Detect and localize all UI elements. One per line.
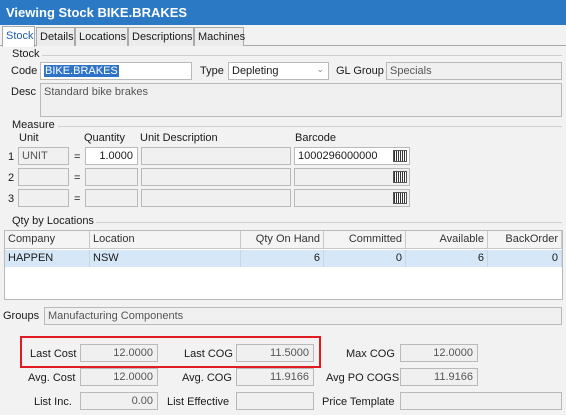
unit-description-field[interactable] xyxy=(141,147,291,165)
qty-divider xyxy=(96,222,562,223)
equals-sign: = xyxy=(74,193,81,205)
cell-backorder[interactable]: 0 xyxy=(488,250,562,267)
barcode-value: 1000296000000 xyxy=(298,150,378,162)
list-effective-label: List Effective xyxy=(167,396,230,408)
code-value: BIKE.BRAKES xyxy=(44,65,119,77)
desc-label: Desc xyxy=(11,86,37,98)
barcode-field[interactable] xyxy=(294,189,410,207)
tab-strip: Stock Details Locations Descriptions Mac… xyxy=(0,26,566,47)
last-cost-label: Last Cost xyxy=(30,348,77,360)
quantity-field[interactable]: 1.0000 xyxy=(85,147,138,165)
chevron-down-icon: ⌄ xyxy=(316,64,324,74)
avg-cog-label: Avg. COG xyxy=(182,372,232,384)
unit-description-field[interactable] xyxy=(141,189,291,207)
equals-sign: = xyxy=(74,151,81,163)
tab-locations[interactable]: Locations xyxy=(75,27,128,46)
highlight-box xyxy=(20,336,321,368)
cell-qty-on-hand[interactable]: 6 xyxy=(241,250,324,267)
column-header-qty-on-hand[interactable]: Qty On Hand xyxy=(241,231,324,249)
unit-description-field[interactable] xyxy=(141,168,291,186)
unit-header: Unit xyxy=(19,132,39,144)
desc-field[interactable]: Standard bike brakes xyxy=(40,83,562,117)
unit-field[interactable] xyxy=(18,168,69,186)
list-effective-field[interactable] xyxy=(236,392,314,410)
type-value: Depleting xyxy=(232,65,279,77)
avg-cost-field[interactable]: 12.0000 xyxy=(80,368,158,386)
stock-divider xyxy=(42,55,562,56)
gl-group-field[interactable]: Specials xyxy=(386,62,562,80)
barcode-field[interactable]: 1000296000000 xyxy=(294,147,410,165)
last-cog-field[interactable]: 11.5000 xyxy=(236,344,314,362)
list-inc-label: List Inc. xyxy=(34,396,72,408)
barcode-icon[interactable] xyxy=(393,192,407,204)
measure-row-number: 1 xyxy=(8,151,15,163)
cell-company[interactable]: HAPPEN xyxy=(5,250,90,267)
max-cog-label: Max COG xyxy=(346,348,395,360)
qty-section-label: Qty by Locations xyxy=(12,215,94,227)
avg-po-cogs-label: Avg PO COGS xyxy=(326,372,400,384)
tab-descriptions[interactable]: Descriptions xyxy=(128,27,194,46)
code-field[interactable]: BIKE.BRAKES xyxy=(40,62,192,80)
avg-cost-label: Avg. Cost xyxy=(28,372,76,384)
measure-section-label: Measure xyxy=(12,119,55,131)
last-cost-field[interactable]: 12.0000 xyxy=(80,344,158,362)
tab-details[interactable]: Details xyxy=(36,27,75,46)
measure-row-number: 3 xyxy=(8,193,15,205)
quantity-field[interactable] xyxy=(85,189,138,207)
column-header-location[interactable]: Location xyxy=(90,231,241,249)
stock-section-label: Stock xyxy=(12,48,40,60)
gl-group-label: GL Group xyxy=(336,65,384,77)
column-header-available[interactable]: Available xyxy=(406,231,488,249)
column-header-committed[interactable]: Committed xyxy=(324,231,406,249)
avg-po-cogs-field[interactable]: 11.9166 xyxy=(400,368,478,386)
list-inc-field[interactable]: 0.00 xyxy=(80,392,158,410)
measure-divider xyxy=(58,126,562,127)
column-header-company[interactable]: Company xyxy=(5,231,90,249)
avg-cog-field[interactable]: 11.9166 xyxy=(236,368,314,386)
quantity-field[interactable] xyxy=(85,168,138,186)
last-cog-label: Last COG xyxy=(184,348,233,360)
cell-location[interactable]: NSW xyxy=(90,250,241,267)
barcode-icon[interactable] xyxy=(393,150,407,162)
unit-description-header: Unit Description xyxy=(140,132,218,144)
max-cog-field[interactable]: 12.0000 xyxy=(400,344,478,362)
measure-row-number: 2 xyxy=(8,172,15,184)
groups-label: Groups xyxy=(3,310,40,322)
tab-stock[interactable]: Stock xyxy=(2,26,35,47)
unit-field[interactable]: UNIT xyxy=(18,147,69,165)
groups-field[interactable]: Manufacturing Components xyxy=(44,307,562,325)
window-title: Viewing Stock BIKE.BRAKES xyxy=(0,0,566,25)
price-template-label: Price Template xyxy=(322,396,395,408)
tab-machines[interactable]: Machines xyxy=(194,27,245,46)
unit-field[interactable] xyxy=(18,189,69,207)
barcode-icon[interactable] xyxy=(393,171,407,183)
barcode-field[interactable] xyxy=(294,168,410,186)
equals-sign: = xyxy=(74,172,81,184)
type-label: Type xyxy=(200,65,224,77)
barcode-header: Barcode xyxy=(295,132,336,144)
code-label: Code xyxy=(11,65,38,77)
qty-locations-grid[interactable]: Company Location Qty On Hand Committed A… xyxy=(4,230,563,300)
cell-committed[interactable]: 0 xyxy=(324,250,406,267)
cell-available[interactable]: 6 xyxy=(406,250,488,267)
type-select[interactable]: Depleting ⌄ xyxy=(228,62,329,80)
column-header-backorder[interactable]: BackOrder xyxy=(488,231,562,249)
price-template-field[interactable] xyxy=(400,392,562,410)
quantity-header: Quantity xyxy=(84,132,125,144)
